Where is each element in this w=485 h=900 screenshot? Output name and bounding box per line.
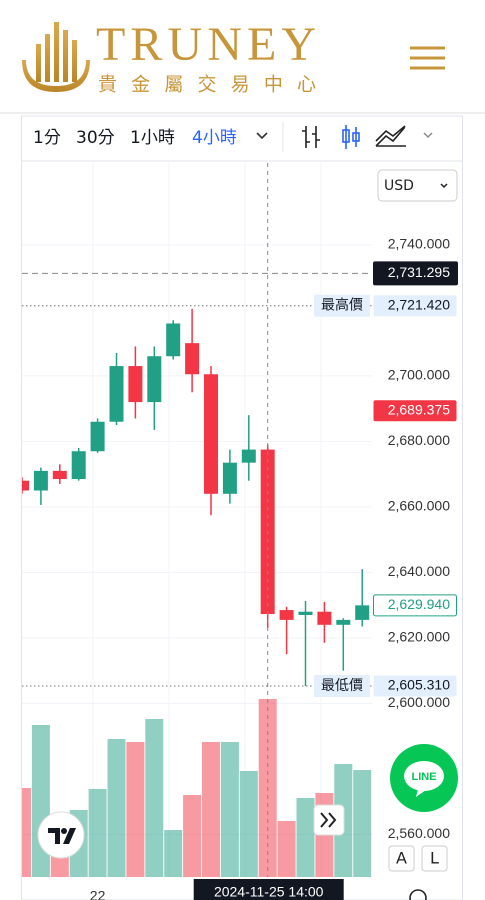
vertical-grid: [92, 162, 322, 877]
candle-body: [317, 611, 332, 625]
interval[interactable]: 1分: [33, 128, 61, 148]
volume-bar: [88, 789, 107, 877]
volume-bar: [202, 742, 220, 877]
candle-body: [71, 451, 86, 480]
scale-button-label: L: [430, 849, 439, 868]
candle-body: [166, 323, 181, 357]
tradingview-logo[interactable]: [37, 811, 85, 859]
volume-bar: [220, 742, 239, 877]
price-box: [373, 400, 457, 422]
candle-body: [52, 470, 67, 480]
y-tick-label: 2,640.000: [388, 563, 450, 579]
y-tick-label: 2,700.000: [388, 367, 450, 383]
price-box: [373, 295, 457, 317]
interval[interactable]: 1小時: [130, 128, 175, 148]
candle-body: [222, 462, 237, 494]
price-name: 最低價: [321, 677, 363, 694]
crosshair-price-box: [373, 261, 458, 286]
candle-body: [279, 610, 294, 620]
volume-bar: [353, 770, 372, 877]
currency-select[interactable]: USD: [377, 169, 458, 202]
y-tick-label: 2,600.000: [388, 694, 450, 710]
y-tick-label: 2,660.000: [388, 498, 450, 514]
price-box: [373, 675, 457, 697]
candle-body: [298, 611, 313, 615]
candle-body: [90, 421, 105, 452]
candle-body: [241, 449, 256, 463]
price-label: 2,721.420: [388, 296, 450, 312]
price-box: [373, 594, 457, 617]
price-name: 最高價: [321, 297, 363, 314]
scroll-right-button[interactable]: [313, 804, 345, 836]
crosshair-time-box: [193, 879, 344, 900]
candles-icon[interactable]: [342, 125, 360, 149]
volume-bar: [277, 821, 296, 877]
area-icon[interactable]: [375, 125, 406, 147]
candle-body: [185, 343, 200, 375]
scale-button[interactable]: [421, 845, 448, 872]
price-label: 2,629.940: [388, 596, 450, 612]
candle-body: [109, 366, 124, 422]
candle-body: [336, 619, 351, 625]
crosshair-price: 2,731.295: [388, 264, 450, 280]
y-tick-label: 2,680.000: [388, 432, 450, 448]
logo-icon: [22, 22, 90, 92]
bars-icon[interactable]: [302, 126, 320, 148]
scale-button-label: A: [396, 849, 407, 868]
price-name-box: [314, 294, 370, 317]
y-tick-label: 2,620.000: [388, 629, 450, 645]
line-button[interactable]: LINE: [390, 744, 458, 812]
scale-button[interactable]: [388, 845, 415, 872]
y-tick-label: 2,740.000: [388, 236, 450, 252]
menu-button[interactable]: [410, 46, 445, 70]
volume-bar: [31, 725, 50, 877]
crosshair-time: 2024-11-25 14:00: [214, 884, 324, 900]
price-label: 2,605.310: [388, 677, 450, 693]
line-label: LINE: [411, 771, 436, 783]
price-name-box: [314, 675, 370, 698]
currency: USD: [384, 178, 414, 194]
candle-body: [22, 480, 29, 491]
y-tick-label: 2,560.000: [388, 825, 450, 841]
price-label: 2,689.375: [388, 401, 450, 417]
volume-bar: [239, 771, 258, 877]
volume-bar: [107, 739, 126, 877]
interval[interactable]: 4小時: [192, 128, 237, 148]
candle-body: [204, 374, 218, 494]
volume-bar: [22, 788, 31, 877]
chart-frame: [21, 115, 463, 900]
x-tick-label: 22: [90, 888, 106, 900]
candle-body: [128, 366, 143, 403]
interval[interactable]: 30分: [76, 128, 115, 148]
volume-bar: [296, 798, 315, 877]
volume-bar: [164, 830, 183, 877]
settings-icon[interactable]: [409, 889, 427, 900]
header: [0, 0, 485, 113]
candle-body: [147, 356, 162, 403]
volume-bar: [183, 795, 202, 877]
interval-dropdown[interactable]: [256, 132, 268, 140]
candle-body: [355, 605, 370, 620]
volume-bar: [126, 742, 145, 877]
chart-type-dropdown[interactable]: [423, 132, 433, 138]
volume-bar: [145, 719, 164, 877]
candle-body: [33, 470, 48, 491]
